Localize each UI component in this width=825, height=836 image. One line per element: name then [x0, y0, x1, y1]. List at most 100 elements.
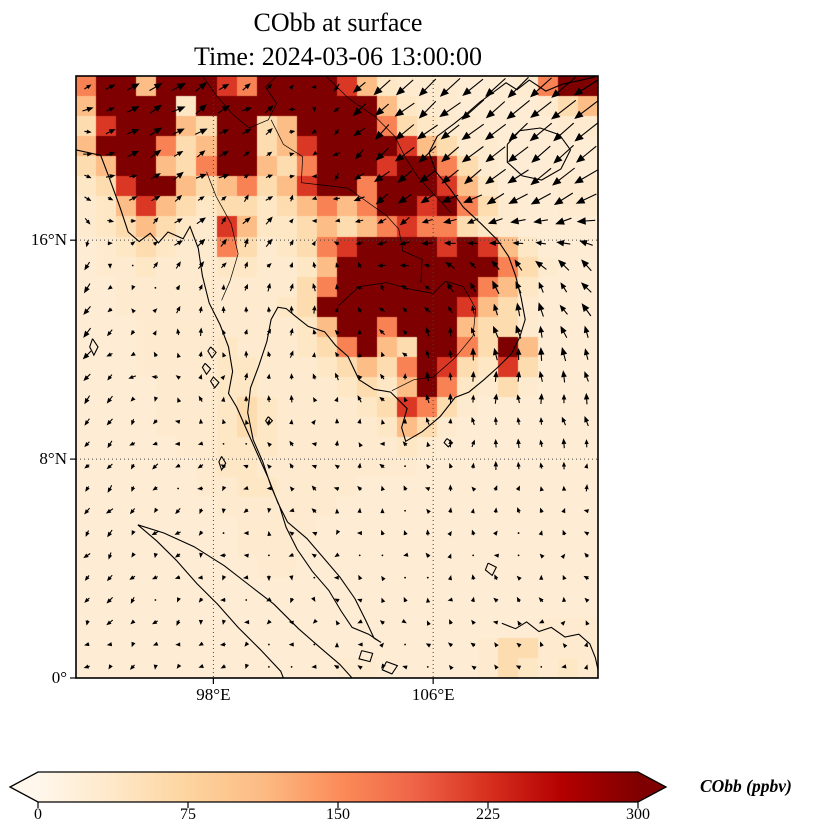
- wind-arrow: [243, 151, 251, 157]
- wind-arrow: [243, 194, 249, 202]
- wind-arrow: [151, 575, 158, 580]
- wind-arrow: [289, 305, 294, 314]
- wind-arrow: [220, 597, 226, 602]
- wind-arrow: [221, 305, 226, 313]
- wind-arrow: [131, 418, 136, 426]
- wind-arrow: [581, 303, 592, 317]
- wind-arrow: [126, 105, 140, 113]
- wind-arrow: [198, 619, 204, 626]
- wind-arrow: [266, 597, 272, 602]
- wind-arrow: [426, 620, 431, 626]
- wind-arrow: [439, 77, 461, 97]
- wind-arrow: [313, 643, 316, 646]
- wind-arrow: [333, 83, 340, 92]
- wind-arrow: [418, 78, 437, 97]
- wind-arrow: [401, 352, 408, 358]
- wind-arrow: [290, 597, 295, 604]
- wind-arrow: [107, 263, 113, 269]
- wind-arrow: [551, 76, 576, 98]
- wind-arrow: [311, 240, 316, 246]
- wind-arrow: [447, 575, 452, 581]
- wind-arrow: [379, 463, 385, 469]
- wind-arrow: [131, 641, 136, 648]
- wind-arrow: [373, 79, 391, 96]
- wind-arrow: [289, 327, 294, 336]
- wind-arrow: [517, 532, 520, 534]
- wind-arrow: [441, 169, 459, 184]
- wind-arrow: [106, 352, 113, 357]
- wind-arrow: [198, 597, 204, 603]
- wind-arrow: [126, 83, 140, 91]
- wind-arrow: [471, 439, 475, 448]
- wind-arrow: [243, 485, 249, 490]
- wind-arrow: [84, 129, 92, 134]
- wind-arrow: [288, 218, 294, 224]
- wind-arrow: [461, 146, 484, 163]
- wind-arrow: [289, 508, 295, 513]
- wind-arrow: [510, 217, 526, 225]
- wind-arrow: [266, 464, 272, 470]
- wind-arrow: [243, 237, 249, 248]
- wind-arrow: [447, 393, 454, 404]
- wind-arrow: [175, 375, 181, 380]
- wind-arrow: [150, 173, 162, 180]
- wind-arrow: [106, 463, 113, 470]
- wind-arrow: [395, 79, 414, 96]
- wind-arrow: [222, 442, 225, 445]
- wind-arrow: [560, 620, 566, 626]
- wind-arrow: [311, 129, 317, 134]
- wind-arrow: [335, 372, 339, 381]
- wind-arrow: [198, 664, 204, 669]
- wind-arrow: [375, 147, 389, 161]
- wind-arrow: [265, 196, 274, 201]
- wind-arrow: [174, 530, 181, 535]
- wind-arrow: [127, 150, 140, 158]
- wind-arrow: [174, 218, 183, 224]
- wind-arrow: [538, 393, 544, 405]
- wind-arrow: [221, 508, 226, 514]
- wind-arrow: [199, 508, 204, 515]
- wind-arrow: [266, 151, 273, 157]
- wind-arrow: [373, 170, 390, 183]
- wind-arrow: [538, 281, 544, 293]
- wind-arrow: [244, 283, 248, 291]
- wind-arrow: [470, 596, 475, 603]
- wind-arrow: [416, 124, 438, 140]
- wind-arrow: [352, 103, 366, 117]
- wind-arrow: [218, 173, 230, 179]
- wind-arrow: [539, 462, 544, 469]
- wind-arrow: [425, 371, 431, 382]
- wind-arrow: [265, 238, 273, 248]
- wind-arrow: [379, 441, 385, 446]
- wind-arrow: [357, 306, 362, 313]
- wind-arrow: [289, 394, 294, 403]
- wind-arrow: [82, 106, 94, 113]
- wind-arrow: [583, 325, 590, 338]
- wind-arrow: [332, 196, 340, 201]
- colorbar-tick-label: 75: [180, 806, 196, 823]
- wind-arrow: [266, 418, 271, 425]
- wind-arrow: [442, 217, 457, 225]
- wind-arrow: [149, 127, 163, 136]
- wind-arrow: [195, 103, 207, 115]
- wind-arrow: [462, 78, 484, 96]
- wind-arrow: [448, 664, 454, 671]
- wind-arrow: [218, 83, 230, 91]
- wind-arrow: [267, 507, 272, 514]
- wind-arrow: [514, 259, 523, 271]
- wind-arrow: [557, 259, 570, 271]
- wind-arrow: [83, 306, 91, 315]
- wind-arrow: [379, 642, 385, 648]
- wind-arrow: [515, 324, 522, 339]
- wind-arrow: [107, 241, 113, 246]
- wind-arrow: [493, 393, 499, 404]
- wind-arrow: [107, 440, 113, 449]
- wind-arrow: [471, 486, 477, 492]
- wind-arrow: [198, 306, 203, 313]
- wind-arrow: [485, 168, 506, 185]
- y-tick-label: 16°N: [30, 230, 67, 250]
- wind-arrow: [516, 575, 522, 581]
- wind-arrow: [83, 664, 90, 669]
- wind-arrow: [173, 171, 184, 181]
